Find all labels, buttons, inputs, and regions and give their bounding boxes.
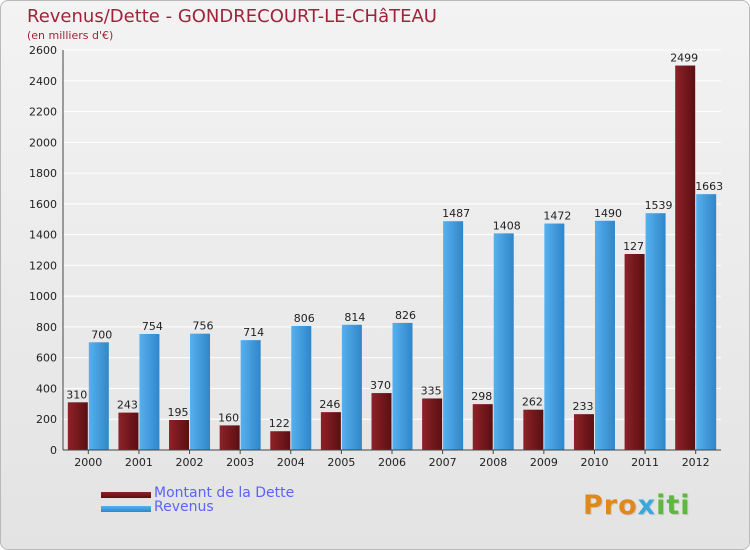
y-tick-label: 0 (50, 444, 57, 457)
bars (67, 65, 717, 451)
bar-revenue (594, 220, 615, 450)
axes: 0 200 400 600 800 1000 1200 1400 1600 1800 2000 220… (29, 44, 721, 469)
bar-revenue (291, 326, 312, 450)
data-label-revenue: 1663 (695, 180, 723, 193)
y-tick-label: 400 (36, 382, 57, 395)
data-label-debt: 160 (218, 411, 239, 424)
data-labels: 310 700 243 754 195 756 160 714 122 806 246 814 370 8… (66, 52, 723, 431)
y-tick-label: 2200 (29, 106, 57, 119)
data-label-debt: 127 (623, 240, 644, 253)
data-label-revenue: 806 (294, 312, 315, 325)
bar-debt (270, 431, 291, 450)
data-label-debt: 298 (471, 390, 492, 403)
bar-debt (573, 414, 594, 450)
bar-revenue (392, 322, 413, 450)
x-tick-label: 2011 (631, 456, 659, 469)
y-tick-label: 2000 (29, 136, 57, 149)
y-tick-label: 2600 (29, 44, 57, 57)
data-label-revenue: 1539 (645, 199, 673, 212)
bar-revenue (88, 342, 109, 450)
bar-debt (422, 398, 443, 450)
legend-swatch-revenue (101, 506, 151, 512)
x-tick-label: 2012 (682, 456, 710, 469)
data-label-revenue: 1490 (594, 207, 622, 220)
bar-revenue (696, 194, 717, 450)
data-label-debt: 262 (522, 396, 543, 409)
y-tick-label: 2400 (29, 75, 57, 88)
data-label-revenue: 1408 (493, 219, 521, 232)
y-tick-label: 1800 (29, 167, 57, 180)
data-label-debt: 195 (168, 406, 189, 419)
y-tick-label: 1600 (29, 198, 57, 211)
bar-debt (320, 412, 341, 450)
bar-debt (675, 65, 696, 451)
legend-label-revenue: Revenus (154, 499, 214, 515)
bar-debt (219, 425, 240, 450)
legend-swatch-debt (101, 492, 151, 498)
bar-debt (371, 393, 392, 450)
bar-revenue (493, 233, 514, 450)
bar-revenue (341, 324, 362, 450)
data-label-revenue: 814 (344, 311, 365, 324)
y-tick-label: 200 (36, 413, 57, 426)
data-label-revenue: 826 (395, 309, 416, 322)
x-tick-label: 2008 (479, 456, 507, 469)
chart-subtitle: (en milliers d'€) (27, 29, 114, 42)
y-tick-label: 600 (36, 352, 57, 365)
bar-debt (169, 420, 190, 450)
x-tick-label: 2002 (176, 456, 204, 469)
data-label-debt: 243 (117, 399, 138, 412)
bar-debt (472, 404, 493, 450)
y-tick-label: 800 (36, 321, 57, 334)
x-tick-label: 2005 (327, 456, 355, 469)
bar-revenue (190, 333, 211, 450)
bar-revenue (240, 340, 261, 450)
x-tick-label: 2007 (429, 456, 457, 469)
bar-revenue (139, 334, 160, 450)
bar-revenue (443, 221, 464, 450)
data-label-revenue: 714 (243, 326, 264, 339)
bar-revenue (645, 213, 666, 450)
bar-debt (624, 254, 645, 450)
data-label-debt: 122 (269, 417, 290, 430)
y-tick-label: 1000 (29, 290, 57, 303)
data-label-debt: 370 (370, 379, 391, 392)
x-tick-label: 2010 (580, 456, 608, 469)
proxiti-logo: Proxiti (583, 490, 691, 521)
data-label-debt: 2499 (670, 52, 698, 65)
x-tick-label: 2004 (277, 456, 305, 469)
data-label-debt: 233 (572, 400, 593, 413)
x-tick-label: 2003 (226, 456, 254, 469)
data-label-debt: 246 (319, 398, 340, 411)
data-label-revenue: 1487 (442, 207, 470, 220)
x-tick-label: 2009 (530, 456, 558, 469)
bar-debt (118, 412, 139, 450)
x-tick-label: 2001 (125, 456, 153, 469)
data-label-debt: 335 (421, 384, 442, 397)
y-tick-label: 1400 (29, 229, 57, 242)
data-label-debt: 310 (66, 388, 87, 401)
bar-debt (523, 409, 544, 450)
x-tick-label: 2000 (74, 456, 102, 469)
data-label-revenue: 1472 (543, 210, 571, 223)
chart-title: Revenus/Dette - GONDRECOURT-LE-CHâTEAU (27, 6, 437, 27)
data-label-revenue: 700 (91, 328, 112, 341)
bar-revenue (544, 223, 565, 450)
legend-label-debt: Montant de la Dette (154, 485, 295, 501)
bar-debt (67, 402, 88, 450)
data-label-revenue: 754 (142, 320, 163, 333)
y-tick-label: 1200 (29, 259, 57, 272)
x-tick-label: 2006 (378, 456, 406, 469)
data-label-revenue: 756 (193, 320, 214, 333)
